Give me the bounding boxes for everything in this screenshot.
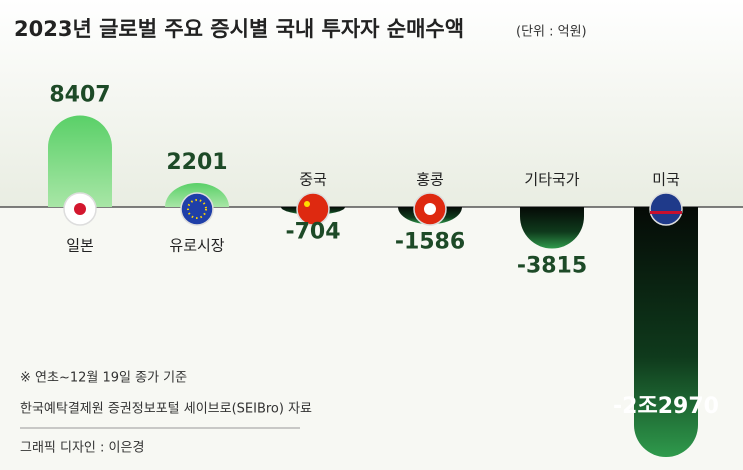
flag-detail bbox=[304, 201, 310, 207]
source: 한국예탁결제원 증권정보포털 세이브로(SEIBro) 자료 bbox=[20, 402, 312, 417]
bar bbox=[520, 207, 584, 249]
bar bbox=[634, 207, 698, 457]
flag-detail bbox=[74, 203, 86, 215]
value-label: -2조2970 bbox=[613, 394, 719, 419]
x-tick-label: 미국 bbox=[652, 171, 680, 189]
background-top bbox=[0, 0, 743, 207]
x-tick-label: 홍콩 bbox=[416, 171, 444, 189]
flag-detail bbox=[187, 199, 207, 219]
chart-subtitle: (단위 : 억원) bbox=[516, 25, 587, 40]
x-tick-label: 유로시장 bbox=[169, 237, 224, 255]
value-label: -704 bbox=[285, 220, 340, 245]
value-label: -1586 bbox=[395, 229, 465, 254]
chart-title: 2023년 글로벌 주요 증시별 국내 투자자 순매수액 bbox=[14, 17, 464, 41]
bar bbox=[48, 115, 112, 207]
note: ※ 연초~12월 19일 종가 기준 bbox=[20, 371, 187, 386]
x-tick-label: 일본 bbox=[66, 237, 94, 255]
flag bbox=[296, 192, 330, 226]
value-label: 2201 bbox=[166, 150, 227, 175]
credit: 그래픽 디자인 : 이은경 bbox=[20, 441, 144, 456]
value-label: 8407 bbox=[49, 83, 110, 108]
flag bbox=[649, 192, 683, 226]
x-tick-label: 중국 bbox=[299, 171, 327, 189]
background-bottom bbox=[0, 207, 743, 470]
flag-detail bbox=[424, 203, 436, 215]
flag bbox=[180, 192, 214, 226]
value-label: -3815 bbox=[517, 254, 587, 279]
x-tick-label: 기타국가 bbox=[524, 171, 579, 189]
flag-detail bbox=[650, 211, 682, 214]
